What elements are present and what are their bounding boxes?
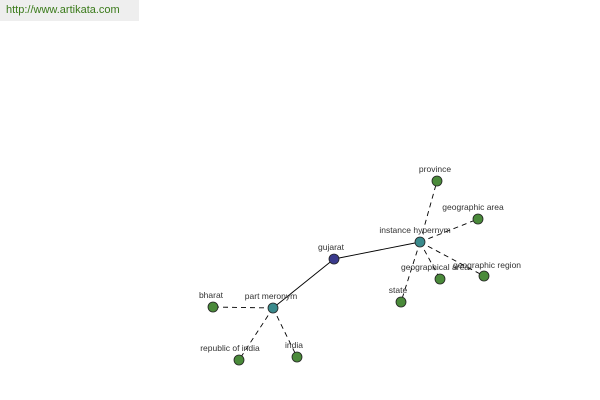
edge — [272, 258, 335, 309]
edge — [419, 241, 441, 280]
edge — [333, 241, 421, 260]
edge — [419, 241, 485, 277]
node — [207, 301, 219, 313]
node-label: gujarat — [318, 242, 345, 252]
site-url[interactable]: http://www.artikata.com — [0, 0, 139, 21]
node — [434, 273, 446, 285]
node — [328, 253, 340, 265]
node — [478, 270, 490, 282]
node — [267, 302, 279, 314]
node-label: part meronym — [245, 291, 297, 301]
node-label: republic of india — [200, 343, 260, 353]
edge — [212, 306, 274, 309]
node — [395, 296, 407, 308]
node-label: province — [419, 164, 451, 174]
node — [233, 354, 245, 366]
node-label: geographic region — [453, 260, 521, 270]
node-label: geographical area — [401, 262, 469, 272]
edge — [272, 307, 298, 358]
node-label: geographic area — [442, 202, 504, 212]
node-label: bharat — [199, 290, 224, 300]
node-label: india — [285, 340, 303, 350]
edge — [419, 180, 438, 243]
node — [414, 236, 426, 248]
node — [472, 213, 484, 225]
edge — [238, 307, 274, 361]
edge — [400, 241, 421, 303]
node — [431, 175, 443, 187]
node-label: state — [389, 285, 408, 295]
edge — [419, 218, 479, 243]
node — [291, 351, 303, 363]
node-label: instance hypernym — [379, 225, 450, 235]
